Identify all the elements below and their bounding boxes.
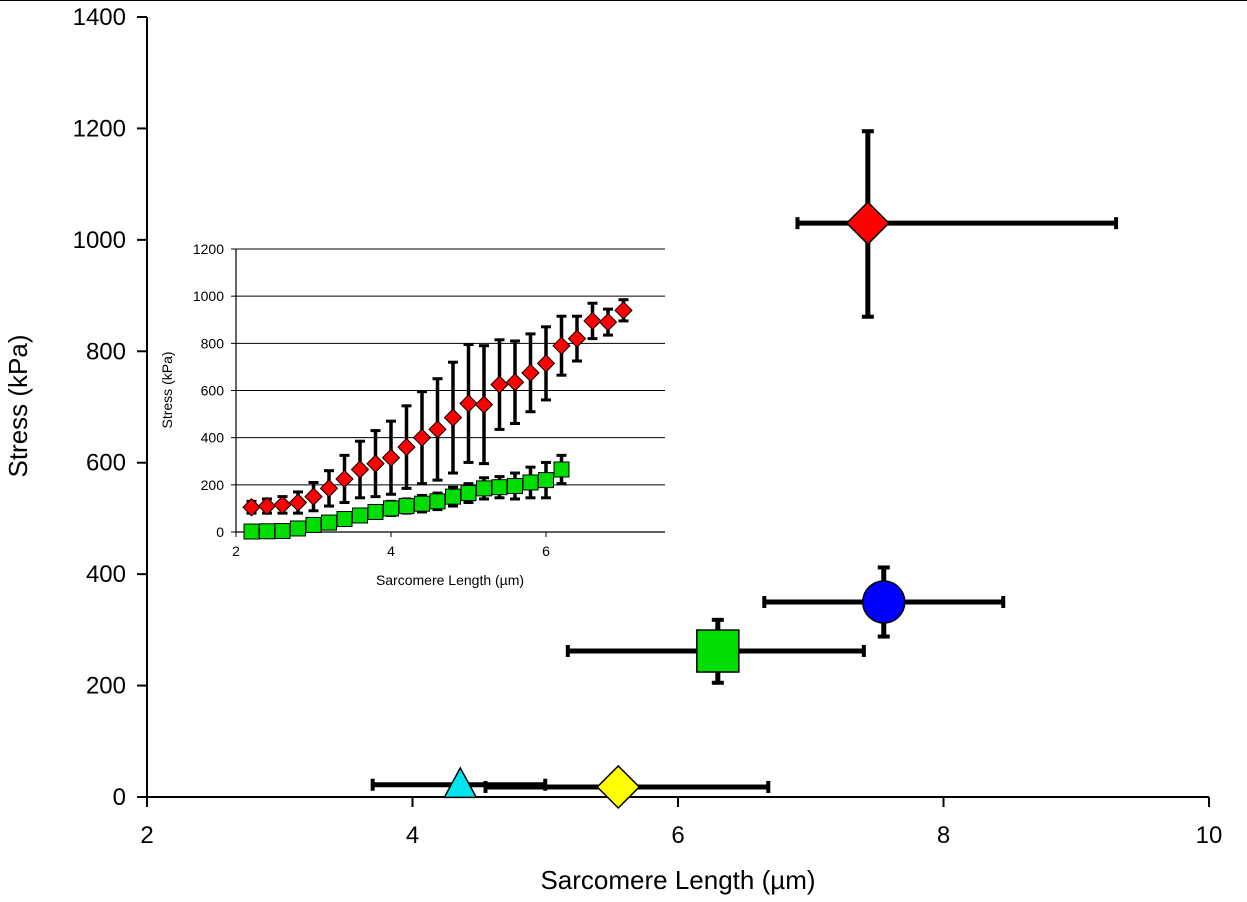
main-y-tick-label: 400 [86,561,126,588]
main-y-tick-label: 200 [86,673,126,700]
main-y-tick-label: 600 [86,450,126,477]
inset-tick-labels: 2 4 6 0 200 400 600 800 1000 1200 [193,241,550,559]
main-tick-labels: 2 4 6 8 10 0 200 400 600 800 1000 1200 1400 [73,4,1223,849]
inset-data-point [552,336,571,355]
inset-data-point [305,516,322,533]
inset-data-point [490,375,509,394]
inset-data-point [429,493,446,510]
inset-data-point [350,460,370,479]
main-y-tick-label: 1000 [73,227,126,254]
inset-data-point [428,420,447,439]
inset-x-axis-title: Sarcomere Length (µm) [376,572,524,588]
inset-y-axis-title: Stress (kPa) [159,351,175,428]
inset-data-point [567,329,587,348]
inset-data-point [383,500,399,517]
inset-x-tick-label: 4 [387,543,395,559]
main-data-point [845,201,890,246]
inset-data-point [336,511,353,528]
inset-data-point [491,479,508,496]
inset-data-point [397,437,416,457]
inset-y-tick-label: 400 [201,430,225,446]
inset-x-tick-label: 2 [232,543,240,559]
inset-data-point [259,523,275,540]
inset-data-point [474,395,494,414]
inset-data-point [460,485,477,502]
inset-data-point [598,312,618,332]
inset-y-tick-label: 0 [216,524,224,540]
inset-data-point [352,507,368,524]
inset-y-tick-label: 200 [201,477,225,493]
inset-data-point [335,469,354,489]
main-chart: 2 4 6 8 10 0 200 400 600 800 1000 1200 1400 Sarcomer… [3,4,1222,895]
top-border-line [0,0,1247,1]
main-x-tick-label: 6 [671,822,684,849]
inset-data-point [288,493,308,512]
inset-data-point [507,478,523,495]
inset-data-point [459,394,478,413]
inset-data-point [443,408,463,427]
inset-data-point [412,428,432,447]
main-x-tick-label: 2 [140,822,153,849]
inset-data-point [321,514,337,531]
inset-data-marks [242,298,633,540]
inset-background [200,235,670,595]
inset-data-point [414,495,430,512]
inset-gridlines [236,248,665,486]
inset-data-point [304,487,323,506]
inset-data-point [521,363,540,383]
inset-data-point [243,523,260,540]
main-data-point [696,629,740,673]
inset-y-tick-label: 600 [201,383,225,399]
inset-data-point [583,311,602,331]
inset-data-point [381,448,401,467]
inset-data-point [273,495,292,515]
main-y-tick-label: 1400 [73,4,126,31]
inset-data-point [614,301,633,320]
inset-data-point [505,373,525,392]
main-x-axis-title: Sarcomere Length (µm) [540,865,815,895]
inset-data-point [319,479,339,498]
main-y-tick-label: 800 [86,338,126,365]
main-data-marks [370,129,1119,810]
inset-data-point [553,461,570,478]
inset-data-point [290,520,306,537]
inset-x-tick-label: 6 [542,543,550,559]
inset-data-point [366,454,385,473]
inset-data-point [257,496,277,516]
inset-data-point [398,498,415,515]
main-data-point [862,580,906,624]
main-x-tick-label: 4 [406,822,419,849]
inset-data-point [445,488,461,505]
main-axes [137,16,1210,807]
inset-data-point [522,474,539,491]
main-y-tick-label: 1200 [73,115,126,142]
inset-chart: 2 4 6 0 200 400 600 800 1000 1200 Sarcomere Lengt… [159,235,670,595]
inset-data-point [242,498,261,517]
inset-data-point [367,503,384,520]
main-y-tick-label: 0 [113,784,126,811]
inset-y-tick-label: 1200 [193,241,224,257]
inset-data-point [476,480,492,497]
inset-y-tick-label: 1000 [193,288,224,304]
main-x-tick-label: 10 [1196,822,1223,849]
inset-data-point [274,523,291,540]
main-data-point [596,764,641,810]
inset-y-tick-label: 800 [201,335,225,351]
main-x-tick-label: 8 [937,822,950,849]
inset-data-point [538,472,554,489]
main-y-axis-title: Stress (kPa) [3,334,33,477]
main-data-point [443,766,478,799]
inset-data-point [536,354,556,373]
